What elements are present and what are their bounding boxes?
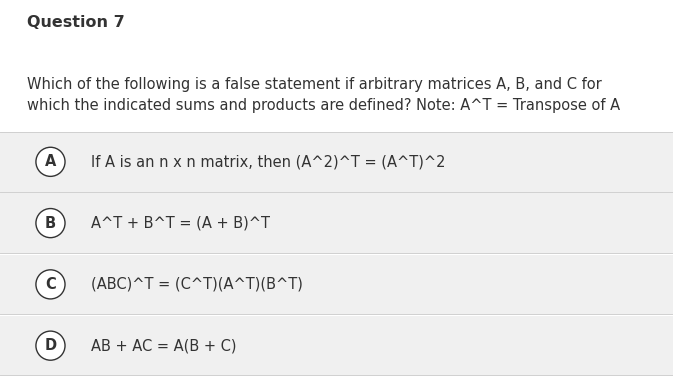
FancyBboxPatch shape: [0, 193, 673, 253]
Ellipse shape: [36, 208, 65, 237]
Text: B: B: [45, 216, 56, 231]
Text: C: C: [45, 277, 56, 292]
Text: Which of the following is a false statement if arbitrary matrices A, B, and C fo: Which of the following is a false statem…: [27, 77, 620, 113]
Text: A^T + B^T = (A + B)^T: A^T + B^T = (A + B)^T: [91, 216, 270, 231]
Ellipse shape: [36, 147, 65, 176]
FancyBboxPatch shape: [0, 132, 673, 192]
Text: AB + AC = A(B + C): AB + AC = A(B + C): [91, 338, 236, 353]
FancyBboxPatch shape: [0, 316, 673, 375]
FancyBboxPatch shape: [0, 255, 673, 314]
Text: (ABC)^T = (C^T)(A^T)(B^T): (ABC)^T = (C^T)(A^T)(B^T): [91, 277, 303, 292]
Text: Question 7: Question 7: [27, 15, 125, 30]
Text: If A is an n x n matrix, then (A^2)^T = (A^T)^2: If A is an n x n matrix, then (A^2)^T = …: [91, 154, 446, 169]
Text: D: D: [44, 338, 57, 353]
Text: A: A: [45, 154, 56, 169]
Ellipse shape: [36, 331, 65, 360]
Ellipse shape: [36, 270, 65, 299]
